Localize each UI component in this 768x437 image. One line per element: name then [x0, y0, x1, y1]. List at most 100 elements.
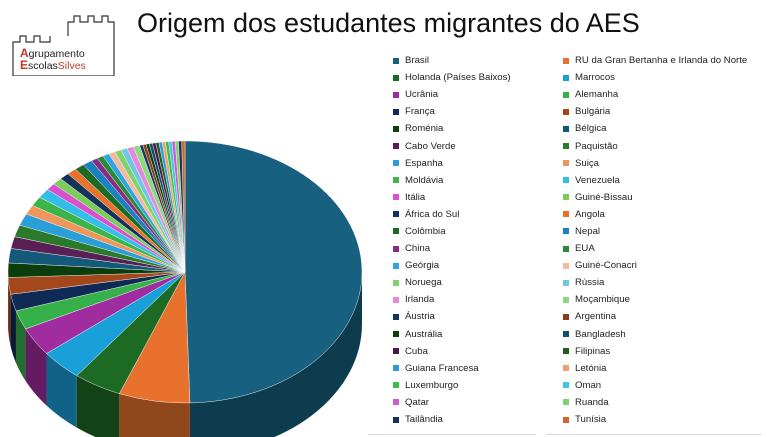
legend-swatch [563, 279, 569, 286]
legend-label: Rússia [575, 277, 605, 289]
legend-item-tunisia: Tunísia [563, 411, 763, 428]
legend-label: Itália [405, 191, 426, 203]
legend-label: Guiné-Conacri [575, 260, 637, 272]
legend-item-suica: Suiça [563, 155, 763, 172]
logo-line1: Agrupamento [20, 46, 85, 60]
legend-swatch [393, 57, 399, 64]
legend-item-austria: Áustria [393, 308, 543, 325]
legend-swatch [393, 74, 399, 81]
legend-item-nepal: Nepal [563, 223, 763, 240]
legend-item-angola: Angola [563, 206, 763, 223]
legend-swatch [393, 160, 399, 167]
legend-label: França [405, 106, 435, 118]
legend-swatch [563, 228, 569, 235]
legend-label: Qatar [405, 396, 429, 408]
legend-swatch [393, 399, 399, 406]
legend-swatch [563, 313, 569, 320]
legend-swatch [393, 125, 399, 132]
legend-item-guiana-francesa: Guiana Francesa [393, 360, 543, 377]
legend-column-1: Brasil Holanda (Países Baixos) Ucrânia Fran… [393, 52, 543, 428]
legend-swatch [393, 296, 399, 303]
legend-item-ruanda: Ruanda [563, 394, 763, 411]
castle-logo-icon [12, 15, 115, 76]
legend-item-china: China [393, 240, 543, 257]
legend-item-guine-conacri: Guiné-Conacri [563, 257, 763, 274]
legend-label: Bangladesh [575, 328, 626, 340]
legend-item-venezuela: Venezuela [563, 172, 763, 189]
legend-label: Guiné-Bissau [575, 191, 633, 203]
legend-label: Ucrânia [405, 89, 439, 101]
legend-label: Noruega [405, 277, 442, 289]
logo-line2: EscolasSilves [20, 58, 86, 72]
legend-item-espanha: Espanha [393, 155, 543, 172]
legend-label: Letónia [575, 362, 607, 374]
legend-item-africa-do-sul: África do Sul [393, 206, 543, 223]
legend-swatch [563, 416, 569, 423]
legend-item-holanda-paises-baixos: Holanda (Países Baixos) [393, 69, 543, 86]
legend-item-bangladesh: Bangladesh [563, 326, 763, 343]
legend-swatch [393, 348, 399, 355]
legend-label: Tailândia [405, 414, 443, 426]
legend-swatch [563, 108, 569, 115]
legend-label: Moçambique [575, 294, 630, 306]
legend-item-mocambique: Moçambique [563, 291, 763, 308]
legend-label: Brasil [405, 55, 429, 67]
legend-swatch [393, 194, 399, 201]
pie-slice-brasil [184, 140, 363, 404]
legend-swatch [563, 194, 569, 201]
legend-item-argentina: Argentina [563, 308, 763, 325]
legend-label: RU da Gran Bertanha e Irlanda do Norte [575, 55, 748, 67]
legend-item-italia: Itália [393, 189, 543, 206]
legend-label: Moldávia [405, 174, 444, 186]
legend-item-paquistao: Paquistão [563, 137, 763, 154]
legend-label: Ruanda [575, 396, 609, 408]
legend-swatch [393, 211, 399, 218]
legend-item-franca: França [393, 103, 543, 120]
pie-slice-side-bulgaria [8, 277, 11, 347]
legend-label: Bélgica [575, 123, 607, 135]
legend-item-russia: Rússia [563, 274, 763, 291]
legend-item-luxemburgo: Luxemburgo [393, 377, 543, 394]
legend-swatch [563, 211, 569, 218]
legend-item-irlanda: Irlanda [393, 291, 543, 308]
legend-swatch [393, 382, 399, 389]
pie-slice-tunisia [181, 140, 186, 273]
legend-label: Venezuela [575, 174, 620, 186]
school-logo: Agrupamento EscolasSilves [10, 14, 120, 76]
legend-swatch [393, 262, 399, 269]
legend-label: Roménia [405, 123, 444, 135]
pie-slice-side-franca [10, 294, 16, 363]
legend-label: Luxemburgo [405, 379, 459, 391]
legend-item-guine-bissau: Guiné-Bissau [563, 189, 763, 206]
legend-label: Marrocos [575, 72, 615, 84]
legend-swatch [563, 296, 569, 303]
legend-swatch [563, 177, 569, 184]
legend-label: Austrália [405, 328, 443, 340]
legend-divider [546, 434, 761, 435]
legend-swatch [563, 382, 569, 389]
legend-label: EUA [575, 243, 595, 255]
legend-swatch [563, 262, 569, 269]
pie-slice-side-ru-da-gran-bertanha-e-irlanda-do-norte [119, 393, 190, 437]
legend-label: China [405, 243, 431, 255]
legend-item-letonia: Letónia [563, 360, 763, 377]
legend-item-eua: EUA [563, 240, 763, 257]
legend-item-noruega: Noruega [393, 274, 543, 291]
legend-swatch [563, 125, 569, 132]
legend-swatch [393, 313, 399, 320]
legend-column-2: RU da Gran Bertanha e Irlanda do Norte Ma… [563, 52, 763, 428]
pie-slice-side-alemanha [15, 310, 26, 381]
legend-label: Espanha [405, 157, 443, 169]
legend-item-colombia: Colômbia [393, 223, 543, 240]
legend-label: Paquistão [575, 140, 618, 152]
legend-label: Angola [575, 208, 605, 220]
legend-swatch [393, 245, 399, 252]
legend-swatch [563, 91, 569, 98]
pie-slice-side-marrocos [46, 353, 77, 428]
legend-swatch [393, 365, 399, 372]
legend-label: Tunísia [575, 414, 607, 426]
pie-slice-side-brasil [189, 272, 362, 437]
legend-item-marrocos: Marrocos [563, 69, 763, 86]
legend-label: Nepal [575, 225, 601, 237]
legend-item-moldavia: Moldávia [393, 172, 543, 189]
